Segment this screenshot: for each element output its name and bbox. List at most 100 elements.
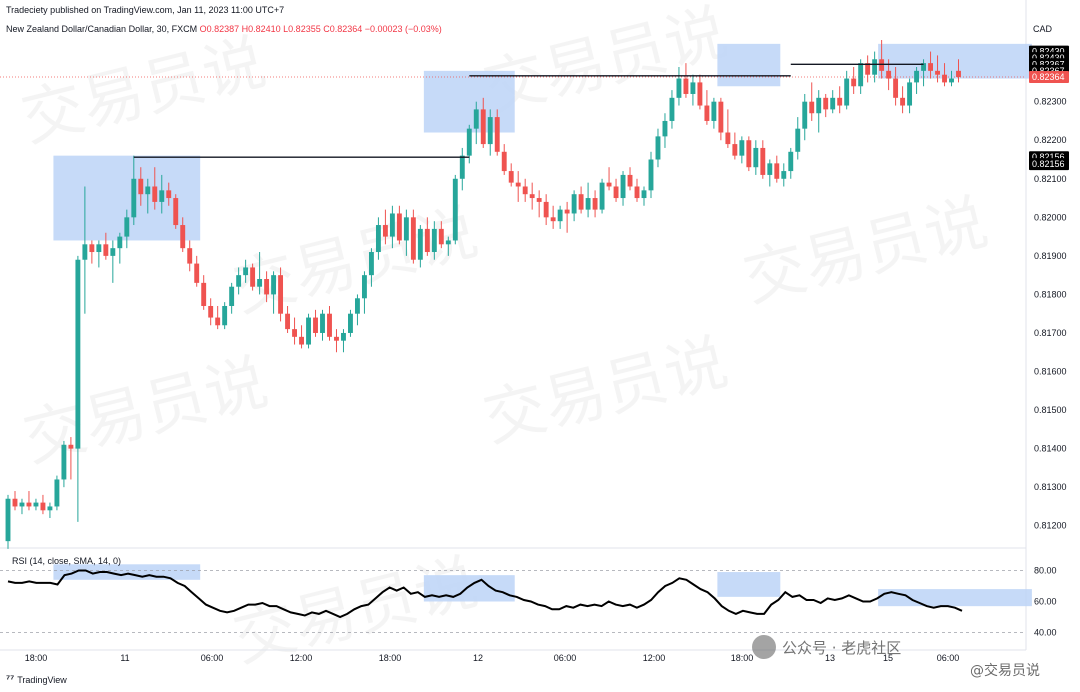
candle-body [382, 225, 388, 237]
candle-body [110, 248, 116, 256]
candle-body [704, 105, 710, 121]
candle-body [431, 228, 437, 253]
candle-body [858, 63, 864, 87]
tradingview-logo-icon: ⁷⁷ [6, 674, 15, 685]
candle-body [61, 444, 67, 480]
candle-body [334, 336, 339, 341]
candle-body [138, 178, 144, 195]
price-tag-text: 0.82367 [1032, 59, 1065, 69]
candle-body [865, 63, 871, 75]
candle-body [494, 117, 500, 152]
candle-body [578, 194, 584, 210]
candle-body [508, 171, 514, 183]
candle-body [550, 217, 556, 222]
candle-body [222, 305, 228, 326]
candle-body [89, 244, 95, 253]
candle-body [515, 182, 521, 187]
rsi-line [7, 569, 963, 619]
candle-body [96, 244, 102, 253]
candle-body [949, 78, 954, 83]
candle-body [459, 155, 465, 179]
candle-body [851, 78, 857, 87]
supply-zone-3 [717, 43, 781, 87]
candle-body [75, 259, 81, 449]
price-tag-text: 0.82430 [1032, 53, 1065, 63]
supply-zone-2 [423, 70, 515, 133]
price-tag [1029, 158, 1069, 171]
candle-body [837, 97, 843, 106]
candle-body [648, 159, 654, 191]
candle-body [543, 201, 549, 218]
candle-body [33, 502, 39, 507]
ohlc-values: O0.82387 H0.82410 L0.82355 C0.82364 −0.0… [199, 24, 442, 34]
candle-body [271, 275, 277, 295]
candle-body [68, 444, 74, 449]
candle-body [774, 163, 780, 179]
candle-body [942, 74, 947, 83]
candle-body [529, 194, 535, 199]
candle-body [445, 240, 451, 245]
candle-body [12, 498, 18, 507]
candle-body [613, 186, 619, 199]
candle-body [802, 101, 808, 129]
candle-body [327, 313, 332, 337]
candle-body [103, 244, 109, 256]
tradingview-footer: ⁷⁷ TradingView [6, 674, 67, 685]
candle-body [662, 120, 668, 137]
candle-body [19, 502, 25, 507]
candle-body [788, 151, 794, 172]
candle-body [844, 78, 850, 106]
candle-body [257, 279, 263, 287]
price-tag-text: 0.82430 [1032, 47, 1065, 57]
candle-body [173, 198, 179, 226]
candle-body [320, 313, 325, 333]
time-axis-label: 06:00 [554, 653, 577, 663]
time-axis-label: 12:00 [643, 653, 666, 663]
candle-body [634, 186, 640, 199]
candle-body [313, 317, 318, 333]
candle-body [361, 275, 367, 299]
candle-body [187, 248, 193, 264]
candle-body [341, 332, 346, 341]
symbol-name: New Zealand Dollar/Canadian Dollar, 30, … [6, 24, 198, 34]
candle-body [718, 101, 724, 133]
candle-body [229, 286, 235, 306]
source-tag: @交易员说 [970, 663, 1040, 679]
candle-body [152, 186, 158, 202]
candle-body [795, 128, 801, 152]
candle-body [522, 186, 528, 195]
candle-body [585, 198, 591, 210]
candle-body [809, 101, 815, 114]
candle-body [473, 109, 479, 129]
candle-body [424, 228, 430, 253]
candle-body [900, 97, 906, 106]
wechat-watermark: 公众号 · 老虎社区 [752, 635, 901, 659]
price-axis-tick: 0.81500 [1034, 405, 1067, 415]
candle-body [166, 190, 172, 199]
rsi-axis-tick: 60.00 [1034, 597, 1057, 607]
time-axis-label: 06:00 [201, 653, 224, 663]
time-axis-label: 12 [473, 653, 483, 663]
candle-body [54, 479, 60, 507]
candle-body [417, 228, 423, 260]
candle-body [40, 502, 46, 511]
candle-body [250, 267, 256, 287]
price-axis-tick: 0.81600 [1034, 367, 1067, 377]
candle-body [956, 70, 961, 78]
price-axis-tick: 0.82000 [1034, 212, 1067, 222]
candle-body [355, 298, 360, 314]
candle-body [131, 178, 137, 218]
price-axis-tick: 0.81300 [1034, 482, 1067, 492]
currency-label: CAD [1033, 24, 1053, 34]
candle-body [620, 174, 626, 199]
candle-body [830, 97, 836, 110]
time-axis-label: 18:00 [379, 653, 402, 663]
candle-body [208, 305, 214, 318]
candle-body [236, 275, 242, 287]
candle-body [816, 97, 822, 114]
candle-body [606, 182, 612, 187]
candle-body [194, 263, 200, 283]
price-axis-tick: 0.82200 [1034, 135, 1067, 145]
